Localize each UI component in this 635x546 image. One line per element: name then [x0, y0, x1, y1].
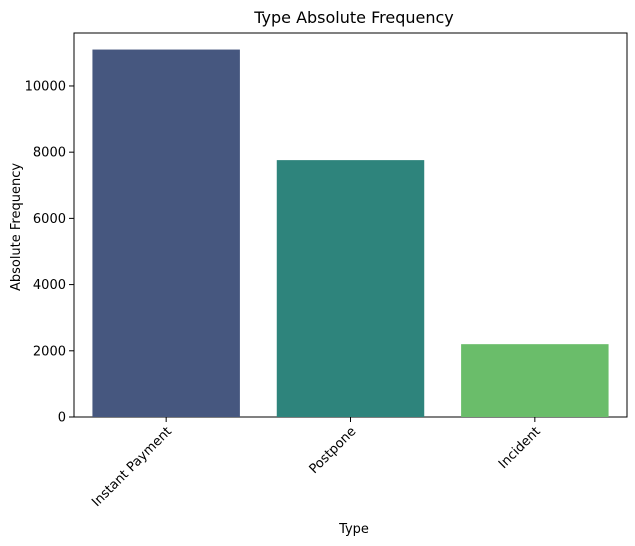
x-tick-label: Instant Payment	[89, 424, 175, 510]
y-axis-title: Absolute Frequency	[9, 163, 24, 291]
x-axis-title: Type	[338, 522, 369, 537]
y-tick-label: 4000	[33, 278, 66, 293]
x-tick-label: Incident	[496, 424, 544, 472]
y-tick-label: 6000	[33, 212, 66, 227]
y-tick-label: 2000	[33, 344, 66, 359]
bars-group	[92, 49, 609, 417]
bar	[276, 160, 425, 417]
bar	[92, 49, 240, 417]
y-tick-label: 0	[58, 411, 66, 426]
bar	[461, 344, 609, 417]
y-tick-label: 10000	[25, 79, 66, 94]
y-axis: 0 2000 4000 6000 8000 10000	[25, 79, 74, 426]
x-axis: Instant Payment Postpone Incident	[89, 417, 544, 510]
chart-title: Type Absolute Frequency	[253, 8, 454, 27]
y-tick-label: 8000	[33, 146, 66, 161]
x-tick-label: Postpone	[307, 424, 360, 477]
